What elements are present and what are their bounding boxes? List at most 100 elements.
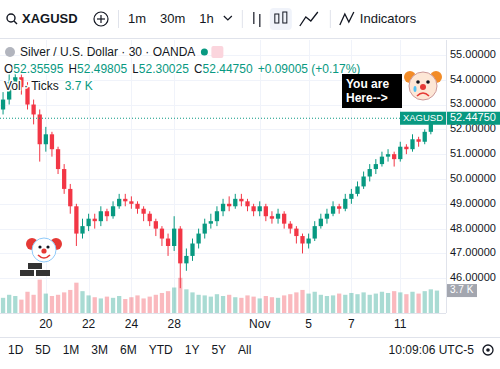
toolbar-separator [118,10,119,28]
candle-body [264,206,268,216]
candle-body [99,211,103,221]
range-button[interactable]: 1M [63,343,80,357]
candle-body [86,219,90,226]
annotation: You are Here--> [342,74,402,108]
volume-bar [93,297,97,313]
volume-bar [196,295,200,313]
ohlc-label: O [4,62,13,76]
settings-icon[interactable] [483,345,493,355]
y-tick-label: 54.00000 [450,73,496,85]
x-tick-label: 22 [82,317,96,331]
grid-line-y [0,129,446,130]
add-symbol-plus [100,15,101,23]
interval-button[interactable]: 30m [160,11,185,26]
grid-line-y [0,229,446,230]
volume-bar [410,292,414,313]
add-symbol-icon[interactable] [94,12,108,26]
candle-body [325,214,329,219]
happy-clown-logo [20,238,62,276]
symbol-button[interactable]: XAGUSD [22,11,78,26]
volume-bar [172,288,176,313]
range-button[interactable]: 1D [8,343,24,357]
range-button[interactable]: 6M [120,343,137,357]
candle-body [368,169,372,176]
volume-bar [380,292,384,313]
toolbar-border [0,38,500,39]
candle-body [270,216,274,218]
volume-bar [258,298,262,313]
volume-bar [355,294,359,313]
volume-bar [282,295,286,313]
volume-bar [166,291,170,313]
grid-line-x [260,40,261,313]
candle-wick [229,196,230,211]
range-button[interactable]: 5D [35,343,51,357]
candle-body [245,201,249,206]
volume-bar [245,295,249,313]
grid-line-y [0,278,446,279]
clown-eye [46,245,49,248]
range-button[interactable]: 1Y [185,343,200,357]
range-button[interactable]: 3M [91,343,108,357]
volume-bar [337,294,341,313]
volume-bar [392,291,396,313]
chart-style-icon[interactable] [300,12,318,26]
volume-bar [227,295,231,313]
interval-button[interactable]: 1h [199,11,213,26]
y-tick-label: 49.00000 [450,197,496,209]
clown-nose [41,248,46,253]
x-tick-label: 20 [39,317,53,331]
volume-bar [349,293,353,313]
ohlc-value: 52.30025 [139,62,189,76]
price-tag [447,112,500,125]
interval-button[interactable]: 1m [128,11,146,26]
candle-style-icon [275,14,279,23]
volume-bar [13,296,17,313]
candle-body [221,204,225,211]
volume-bar [435,291,439,313]
interval-dropdown[interactable] [224,16,232,20]
indicators-button[interactable]: Indicators [360,11,417,26]
clock: 10:09:06 UTC-5 [389,343,475,357]
volume-bar [25,292,29,313]
y-tick-label: 48.00000 [450,222,496,234]
candle-style-icon [283,12,287,23]
range-button[interactable]: All [238,343,251,357]
y-tick-label: 51.00000 [450,147,496,159]
volume-bar [423,291,427,313]
range-button[interactable]: YTD [149,343,173,357]
chart-svg: XAGUSD1m30m1hIndicators46.0000047.000004… [0,0,500,369]
volume-bar [74,283,78,313]
volume-tag-label: 3.7 K [450,284,474,295]
candle-wick [339,204,340,214]
candle-body [154,221,158,228]
volume-bar [38,280,42,313]
y-axis-line [446,40,447,313]
price-tag-label: 52.44750 [450,111,496,123]
data-layer [0,67,446,313]
symbol-logo [5,47,15,57]
bar-style-icon [253,12,254,24]
candle-body [294,229,298,236]
candle-body [117,199,121,206]
candle-body [129,201,133,203]
ohlc-value: 52.49805 [77,62,127,76]
candle-body [410,139,414,149]
candle-style-button[interactable] [270,8,292,30]
footer-border [0,337,500,338]
candle-body [31,105,35,115]
range-button[interactable]: 5Y [211,343,226,357]
volume-bar [80,291,84,313]
volume-bar [19,300,23,313]
candle-body [135,204,139,209]
candle-body [74,206,78,233]
search-icon[interactable] [7,14,15,22]
volume-bar [429,289,433,313]
volume-bar [56,295,60,313]
volume-bar [343,295,347,313]
candle-body [343,199,347,209]
symbol-tag [400,112,446,125]
volume-bar [325,296,329,313]
candle-body [423,132,427,142]
volume-bar [203,295,207,313]
